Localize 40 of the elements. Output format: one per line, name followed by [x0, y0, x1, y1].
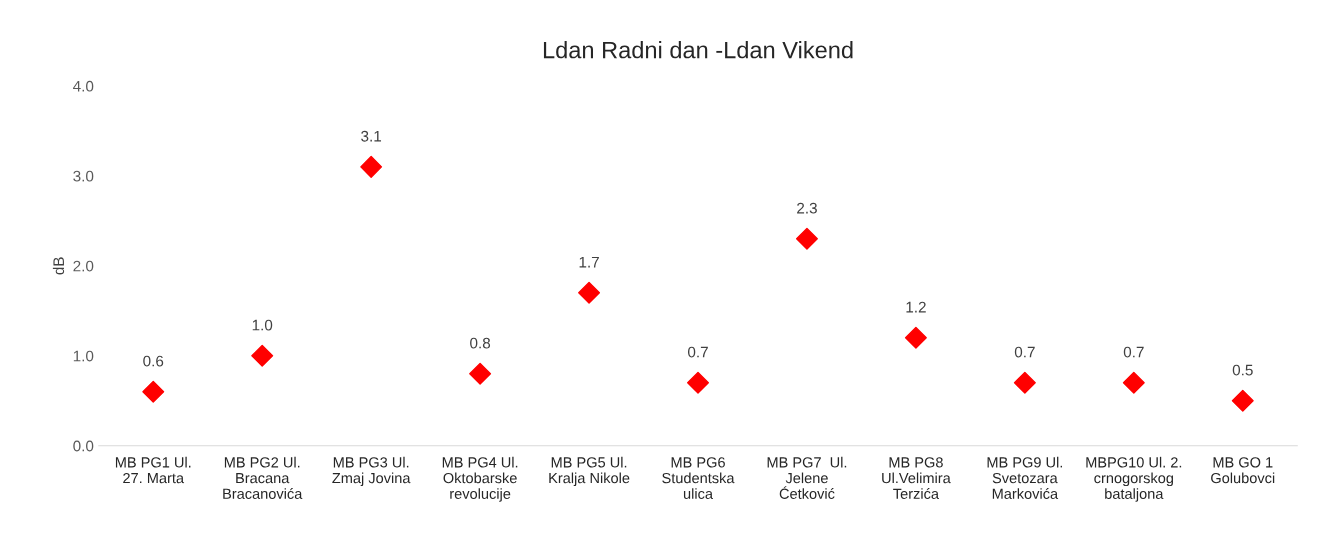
point: [1231, 389, 1254, 412]
x-tick-label: MB PG5 Ul. Kralja Nikole: [549, 456, 630, 487]
y-tick-label: 1.0: [73, 350, 94, 362]
y-tick-label: 2.0: [73, 260, 94, 272]
chart-title: Ldan Radni dan -Ldan Vikend: [543, 41, 853, 59]
data-label: 2.3: [797, 202, 817, 214]
y-tick-label: 3.0: [73, 170, 94, 182]
y-tick-label: 4.0: [73, 80, 94, 92]
x-tick-label: MB PG2 Ul. Bracana Bracanovića: [223, 456, 303, 499]
data-label: 1.7: [579, 256, 599, 268]
data-label: 0.8: [470, 337, 491, 349]
point: [1122, 371, 1145, 394]
y-tick-label: 0.0: [73, 440, 94, 452]
x-tick-label: MB PG4 Ul. Oktobarske revolucije: [442, 456, 518, 502]
data-label: 1.0: [252, 319, 273, 331]
point: [251, 344, 274, 367]
point: [904, 326, 927, 349]
point: [687, 371, 710, 394]
point: [469, 362, 492, 385]
data-label: 0.7: [1014, 346, 1035, 358]
x-tick-label: MB PG6 Studentska ulica: [662, 457, 735, 499]
data-label: 0.7: [1123, 346, 1144, 358]
point: [360, 155, 383, 178]
x-tick-label: MB PG1 Ul. 27. Marta: [115, 456, 191, 484]
data-label: 0.6: [143, 355, 164, 367]
point: [1013, 371, 1036, 394]
x-tick-label: MBPG10 Ul. 2. crnogorskog bataljona: [1086, 456, 1182, 502]
x-tick-label: MB PG9 Ul. Svetozara Markovića: [987, 456, 1063, 499]
point: [142, 380, 165, 403]
data-label: 0.7: [687, 346, 708, 358]
point: [578, 281, 601, 304]
x-tick-label: MB PG7 Ul. Jelene Ćetković: [767, 456, 847, 499]
data-label: 1.2: [906, 301, 926, 313]
x-tick-label: MB PG3 Ul. Zmaj Jovina: [332, 456, 411, 487]
x-tick-label: MB GO 1 Golubovci: [1211, 457, 1275, 484]
y-axis-title: dB: [52, 257, 65, 275]
x-tick-label: MB PG8 Ul.Velimira Terzića: [882, 457, 951, 499]
data-label: 0.5: [1232, 364, 1253, 376]
data-label: 3.1: [361, 130, 382, 142]
point: [795, 227, 818, 250]
